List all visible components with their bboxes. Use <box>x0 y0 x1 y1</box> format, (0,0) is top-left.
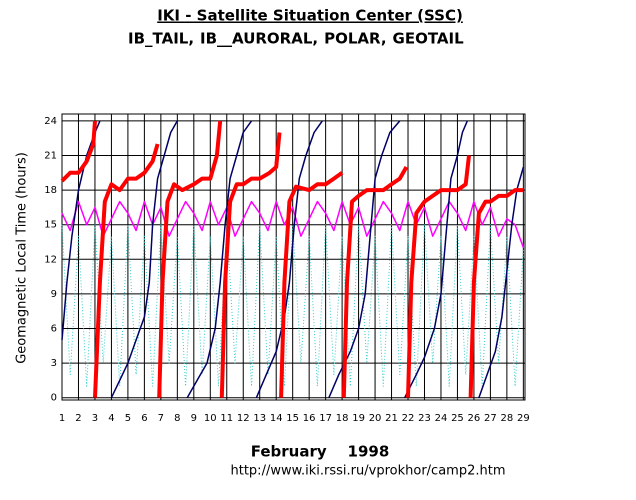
x-tick-label: 9 <box>191 413 197 424</box>
legend-entry: GEOTAIL <box>393 30 465 48</box>
x-tick-label: 4 <box>108 413 114 424</box>
x-tick-label: 12 <box>237 413 250 424</box>
y-tick-label: 12 <box>44 254 57 265</box>
y-axis-label: Geomagnetic Local Time (hours) <box>15 152 30 364</box>
series-line <box>468 188 524 398</box>
x-tick-label: 17 <box>319 413 332 424</box>
series-line <box>219 132 282 398</box>
series-line <box>406 155 471 398</box>
chart-title: IKI - Satellite Situation Center (SSC) <box>157 7 463 25</box>
source-url: http://www.iki.rssi.ru/vprokhor/camp2.ht… <box>231 464 506 479</box>
legend-entry: IB_TAIL, <box>128 30 194 48</box>
series-line <box>404 120 468 399</box>
x-tick-label: 13 <box>253 413 266 424</box>
x-tick-label: 19 <box>352 413 365 424</box>
series-line <box>157 120 223 398</box>
x-tick-label: 14 <box>270 413 283 424</box>
x-tick-label: 23 <box>418 413 431 424</box>
series-line <box>61 224 524 387</box>
y-tick-label: 6 <box>51 324 57 335</box>
y-tick-label: 0 <box>51 393 57 404</box>
x-tick-label: 21 <box>385 413 398 424</box>
series-line <box>341 166 409 398</box>
series-line <box>255 120 323 398</box>
legend-entry: IB__AURORAL, <box>200 30 318 48</box>
x-tick-label: 7 <box>158 413 164 424</box>
series-line <box>110 120 178 399</box>
x-tick-label: 10 <box>204 413 217 424</box>
x-tick-label: 18 <box>336 413 349 424</box>
x-tick-label: 1 <box>59 413 65 424</box>
y-tick-label: 3 <box>51 358 57 369</box>
legend-entry: POLAR, <box>324 30 386 48</box>
x-tick-label: 26 <box>468 413 481 424</box>
x-tick-label: 20 <box>369 413 382 424</box>
series-line <box>186 120 253 399</box>
x-tick-label: 16 <box>303 413 316 424</box>
x-tick-label: 22 <box>402 413 415 424</box>
x-tick-label: 27 <box>484 413 497 424</box>
x-tick-label: 2 <box>75 413 81 424</box>
x-tick-label: 3 <box>92 413 98 424</box>
series-line <box>279 171 344 398</box>
x-tick-label: 24 <box>435 413 448 424</box>
x-tick-label: 6 <box>141 413 147 424</box>
y-tick-label: 9 <box>51 289 57 300</box>
x-tick-label: 15 <box>286 413 299 424</box>
y-tick-label: 21 <box>44 151 57 162</box>
series-line <box>60 120 97 183</box>
x-tick-label: 28 <box>501 413 514 424</box>
x-tick-label: 11 <box>220 413 233 424</box>
y-tick-label: 18 <box>44 185 57 196</box>
series-line <box>93 143 160 398</box>
x-tick-label: 25 <box>451 413 464 424</box>
y-tick-label: 15 <box>44 220 57 231</box>
x-axis-label: February 1998 <box>251 443 390 461</box>
series-line <box>478 166 525 398</box>
series-line <box>61 200 525 249</box>
y-tick-label: 24 <box>44 116 57 127</box>
x-tick-label: 8 <box>174 413 180 424</box>
x-tick-label: 29 <box>517 413 530 424</box>
x-tick-label: 5 <box>125 413 131 424</box>
